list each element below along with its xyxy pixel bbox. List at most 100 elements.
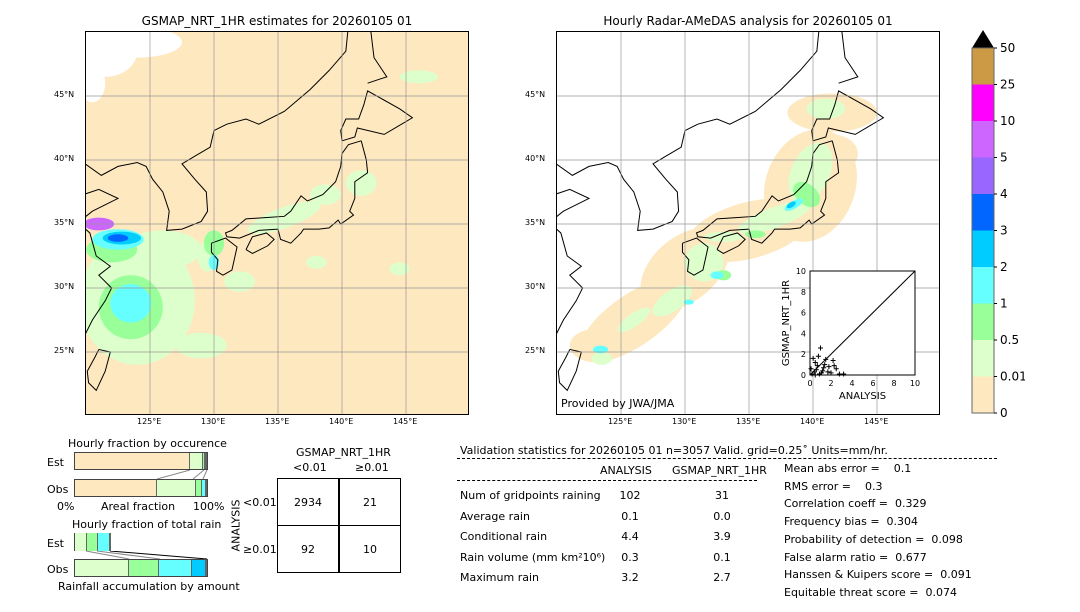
- col-gsmap: GSMAP_NRT_1HR: [672, 464, 767, 477]
- row-label-lt: <0.01: [243, 496, 277, 509]
- y-tick: 4: [801, 329, 806, 338]
- bar-segment: [206, 453, 207, 469]
- coastline: [340, 90, 414, 142]
- scatter-point: [836, 371, 842, 377]
- rain-area: [248, 201, 321, 234]
- rain-area: [786, 201, 796, 209]
- areal-fraction-label: Areal fraction: [101, 500, 176, 513]
- scatter-point: [821, 365, 827, 371]
- cell-yn: 92: [277, 525, 339, 573]
- obs-label-2: Obs: [47, 563, 69, 576]
- scatter-point: [808, 366, 814, 372]
- colorbar-label: 2: [1000, 260, 1008, 274]
- est-label-2: Est: [47, 537, 64, 550]
- est-label: Est: [47, 456, 64, 469]
- colorbar-segment: [972, 84, 994, 121]
- stat-analysis: 4.4: [621, 530, 639, 543]
- rain-area: [86, 64, 106, 103]
- y-tick: 2: [801, 350, 806, 359]
- colorbar-segment: [972, 267, 994, 304]
- coastline: [86, 228, 113, 334]
- tick-100pct: 100%: [193, 500, 225, 513]
- lon-tick: 145°E: [864, 417, 889, 426]
- score: RMS error = 0.3: [784, 479, 883, 493]
- rain-area: [745, 230, 766, 239]
- colorbar-segment: [972, 303, 994, 340]
- left-map-title: GSMAP_NRT_1HR estimates for 20260105 01: [141, 14, 413, 28]
- colorbar-label: 1: [1000, 297, 1008, 311]
- lon-tick: 130°E: [672, 417, 697, 426]
- stat-analysis: 3.2: [621, 571, 639, 584]
- lat-tick: 45°N: [54, 90, 75, 99]
- stat-label: Average rain: [460, 509, 530, 523]
- coastline: [557, 32, 820, 231]
- x-tick: 4: [849, 379, 854, 388]
- x-tick: 2: [828, 379, 833, 388]
- rain-area: [124, 230, 202, 269]
- stat-analysis: 0.1: [621, 509, 639, 523]
- x-label: ANALYSIS: [839, 391, 886, 402]
- occurrence-obs-bar: [74, 479, 208, 497]
- cell-ny: 21: [339, 478, 401, 526]
- scatter-point: [814, 363, 820, 369]
- stat-analysis: 102: [619, 489, 641, 502]
- colorbar-label: 10: [1000, 114, 1015, 128]
- colorbar-segment: [972, 194, 994, 231]
- bar-segment: [201, 480, 206, 496]
- bar-segment: [75, 533, 87, 551]
- colorbar-label: 3: [1000, 224, 1008, 238]
- stat-gsmap: 0.0: [713, 509, 731, 523]
- row-title: ANALYSIS: [229, 499, 243, 552]
- lat-tick: 30°N: [525, 282, 546, 291]
- occurrence-est-bar: [74, 452, 208, 470]
- lon-tick: 135°E: [736, 417, 761, 426]
- scatter-point: [831, 363, 837, 369]
- divider: [457, 458, 997, 459]
- bar-segment: [192, 560, 206, 576]
- scatter-point: [812, 372, 818, 378]
- map-canvas: [86, 32, 468, 414]
- gsmap-map: [85, 31, 469, 415]
- score: Hanssen & Kuipers score = 0.091: [784, 568, 972, 582]
- col-analysis: ANALYSIS: [600, 464, 652, 477]
- cell-nn: 2934: [277, 478, 339, 526]
- scatter-point: [825, 369, 831, 375]
- coastline: [86, 188, 120, 217]
- rain-accum-label: Rainfall accumulation by amount: [58, 580, 240, 593]
- colorbar-label: 0: [1000, 406, 1008, 418]
- rain-area: [806, 98, 845, 120]
- divider: [457, 480, 757, 481]
- rain-fraction-title: Hourly fraction of total rain: [72, 518, 222, 531]
- rain-area: [224, 271, 255, 292]
- rain-area: [389, 262, 410, 276]
- colorbar-label: 50: [1000, 41, 1015, 55]
- lon-tick: 130°E: [201, 417, 226, 426]
- stat-gsmap: 31: [715, 489, 729, 502]
- bar-segment: [75, 453, 190, 469]
- rain-area: [107, 234, 129, 242]
- colorbar-extend-arrow: [972, 30, 994, 48]
- lat-tick: 45°N: [525, 90, 546, 99]
- coastline: [86, 32, 349, 231]
- stat-label: Rain volume (mm km²10⁶): [460, 550, 606, 564]
- rain-area: [617, 307, 650, 333]
- bar-segment: [97, 533, 110, 551]
- coastline: [86, 348, 111, 392]
- scatter-point: [810, 355, 816, 361]
- rain-area: [652, 285, 692, 317]
- scatter-point: [823, 356, 829, 362]
- scatter-point: [833, 366, 839, 372]
- lat-tick: 40°N: [54, 154, 75, 163]
- colorbar-segment: [972, 121, 994, 158]
- bar-segment: [156, 480, 197, 496]
- scatter-point: [816, 371, 822, 377]
- map-canvas: [557, 32, 939, 414]
- lon-tick: 125°E: [137, 417, 162, 426]
- scatter-point: [828, 370, 834, 376]
- bar-segment: [189, 453, 203, 469]
- rain-area: [399, 70, 438, 84]
- stats-header: Validation statistics for 20260105 01 n=…: [460, 444, 888, 457]
- coastline: [557, 348, 582, 392]
- coastline: [367, 32, 388, 84]
- lat-tick: 30°N: [54, 282, 75, 291]
